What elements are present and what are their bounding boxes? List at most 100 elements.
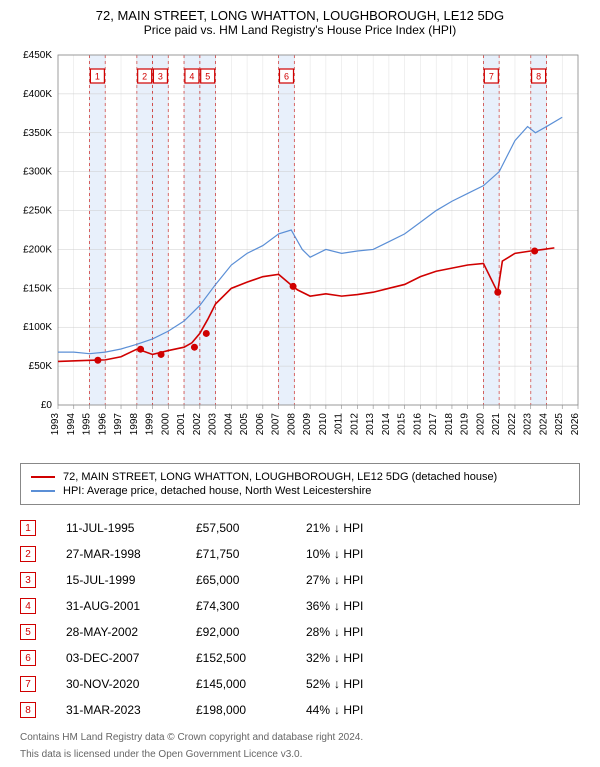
row-price: £65,000 (196, 573, 306, 587)
table-row: 603-DEC-2007£152,50032%↓ HPI (20, 645, 580, 671)
svg-text:2019: 2019 (460, 413, 471, 436)
chart-area: £0 £50K £100K £150K £200K £250K £300K £350K £400… (10, 45, 590, 445)
footer-licence: This data is licensed under the Open Gov… (20, 748, 580, 761)
svg-text:2: 2 (142, 72, 147, 82)
row-date: 15-JUL-1999 (66, 573, 196, 587)
svg-text:2012: 2012 (349, 413, 360, 436)
row-pct: 28%↓ HPI (306, 625, 446, 639)
row-date: 27-MAR-1998 (66, 547, 196, 561)
row-price: £57,500 (196, 521, 306, 535)
svg-text:1: 1 (95, 72, 100, 82)
svg-text:1993: 1993 (50, 413, 61, 436)
table-row: 5 28-MAY-2002£92,00028%↓ HPI (20, 619, 580, 645)
svg-text:1997: 1997 (113, 413, 124, 436)
row-date: 11-JUL-1995 (66, 521, 196, 535)
arrow-down-icon: ↓ HPI (334, 625, 363, 639)
svg-text:2010: 2010 (318, 413, 329, 436)
legend-item: HPI: Average price, detached house, Nort… (31, 484, 569, 498)
row-pct: 21%↓ HPI (306, 521, 446, 535)
svg-text:2021: 2021 (491, 413, 502, 436)
row-price: £198,000 (196, 703, 306, 717)
arrow-down-icon: ↓ HPI (334, 703, 363, 717)
arrow-down-icon: ↓ HPI (334, 677, 363, 691)
row-price: £152,500 (196, 651, 306, 665)
row-marker: 6 (20, 650, 36, 666)
svg-text:3: 3 (158, 72, 163, 82)
svg-text:2024: 2024 (538, 413, 549, 436)
svg-text:2013: 2013 (365, 413, 376, 436)
svg-text:£50K: £50K (29, 361, 53, 372)
legend: 72, MAIN STREET, LONG WHATTON, LOUGHBORO… (20, 463, 580, 505)
table-row: 7 30-NOV-2020£145,00052%↓ HPI (20, 671, 580, 697)
svg-text:1999: 1999 (145, 413, 156, 436)
row-date: 28-MAY-2002 (66, 625, 196, 639)
svg-text:£350K: £350K (23, 128, 52, 139)
row-marker: 5 (20, 624, 36, 640)
table-row: 3 15-JUL-1999£65,00027%↓ HPI (20, 567, 580, 593)
row-price: £92,000 (196, 625, 306, 639)
row-date: 30-NOV-2020 (66, 677, 196, 691)
row-pct: 44%↓ HPI (306, 703, 446, 717)
svg-text:7: 7 (489, 72, 494, 82)
row-pct: 36%↓ HPI (306, 599, 446, 613)
row-pct: 52%↓ HPI (306, 677, 446, 691)
arrow-down-icon: ↓ HPI (334, 651, 363, 665)
svg-text:4: 4 (189, 72, 194, 82)
footer-copyright: Contains HM Land Registry data © Crown c… (20, 731, 580, 744)
svg-text:2007: 2007 (271, 413, 282, 436)
row-marker: 7 (20, 676, 36, 692)
row-price: £145,000 (196, 677, 306, 691)
arrow-down-icon: ↓ HPI (334, 521, 363, 535)
row-pct: 27%↓ HPI (306, 573, 446, 587)
svg-text:2011: 2011 (334, 413, 345, 435)
arrow-down-icon: ↓ HPI (334, 547, 363, 561)
svg-text:2020: 2020 (475, 413, 486, 436)
row-marker: 8 (20, 702, 36, 718)
svg-text:8: 8 (536, 72, 541, 82)
svg-text:1995: 1995 (82, 413, 93, 436)
svg-text:£150K: £150K (23, 283, 52, 294)
row-marker: 4 (20, 598, 36, 614)
sales-table: 111-JUL-1995£57,50021%↓ HPI227-MAR-1998£… (20, 515, 580, 723)
svg-text:£0: £0 (41, 400, 53, 411)
row-date: 31-AUG-2001 (66, 599, 196, 613)
chart-subtitle: Price paid vs. HM Land Registry's House … (10, 23, 590, 37)
row-marker: 3 (20, 572, 36, 588)
svg-text:1998: 1998 (129, 413, 140, 436)
row-marker: 2 (20, 546, 36, 562)
arrow-down-icon: ↓ HPI (334, 573, 363, 587)
svg-text:£100K: £100K (23, 322, 52, 333)
row-pct: 10%↓ HPI (306, 547, 446, 561)
row-price: £74,300 (196, 599, 306, 613)
svg-text:2023: 2023 (523, 413, 534, 436)
svg-text:£200K: £200K (23, 244, 52, 255)
legend-label: HPI: Average price, detached house, Nort… (63, 485, 371, 497)
svg-text:2014: 2014 (381, 413, 392, 436)
svg-text:£300K: £300K (23, 167, 52, 178)
table-row: 4 31-AUG-2001£74,30036%↓ HPI (20, 593, 580, 619)
svg-text:2017: 2017 (428, 413, 439, 436)
svg-text:£450K: £450K (23, 50, 52, 61)
row-marker: 1 (20, 520, 36, 536)
svg-text:2002: 2002 (192, 413, 203, 436)
chart-title: 72, MAIN STREET, LONG WHATTON, LOUGHBORO… (10, 8, 590, 23)
svg-text:£250K: £250K (23, 206, 52, 217)
table-row: 227-MAR-1998£71,75010%↓ HPI (20, 541, 580, 567)
svg-text:2003: 2003 (208, 413, 219, 436)
svg-text:2000: 2000 (160, 413, 171, 436)
table-row: 1 11-JUL-1995£57,50021%↓ HPI (20, 515, 580, 541)
table-row: 831-MAR-2023£198,00044%↓ HPI (20, 697, 580, 723)
svg-text:2018: 2018 (444, 413, 455, 436)
svg-text:2004: 2004 (223, 413, 234, 436)
svg-text:1996: 1996 (97, 413, 108, 436)
svg-text:6: 6 (284, 72, 289, 82)
legend-item: 72, MAIN STREET, LONG WHATTON, LOUGHBORO… (31, 470, 569, 484)
svg-text:2005: 2005 (239, 413, 250, 436)
svg-text:2008: 2008 (286, 413, 297, 436)
svg-text:1994: 1994 (66, 413, 77, 436)
svg-text:2006: 2006 (255, 413, 266, 436)
svg-text:2001: 2001 (176, 413, 187, 436)
svg-text:£400K: £400K (23, 89, 52, 100)
row-date: 03-DEC-2007 (66, 651, 196, 665)
svg-text:2009: 2009 (302, 413, 313, 436)
